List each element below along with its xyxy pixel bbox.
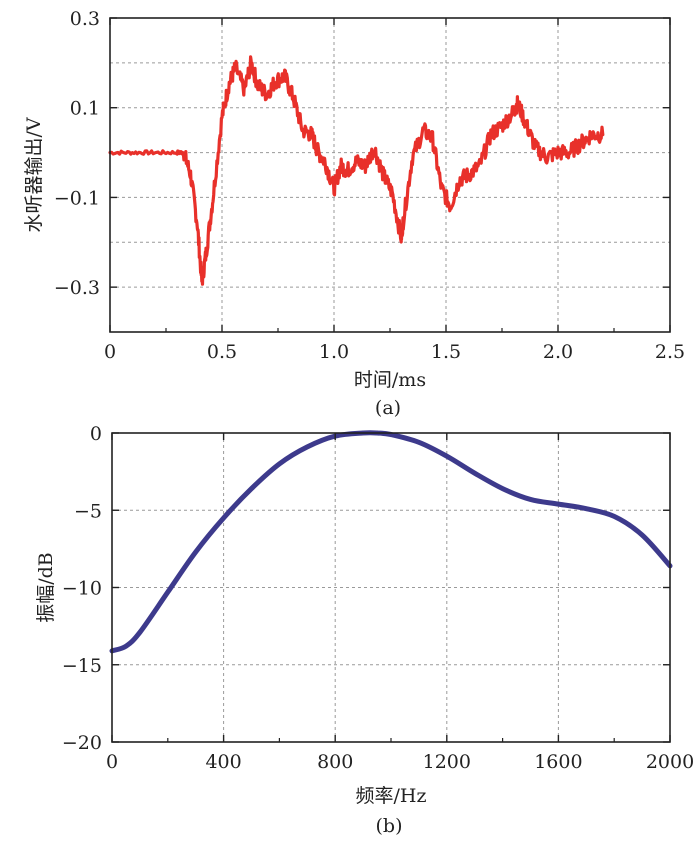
x-tick-label: 2.0 [543,341,573,363]
x-tick-label: 1200 [423,751,471,773]
series-line [109,430,673,654]
chart-b: 0 400 800 1200 1600 2000 0 −5 −10 −15 −20 频率/Hz 振幅/d… [35,423,694,837]
x-axis-title: 时间/ms [354,369,426,391]
x-tick-label: 1.0 [319,341,349,363]
y-tick-label: 0 [90,423,102,445]
y-tick-label: −15 [62,655,102,677]
figure-caption: (a) [375,397,401,419]
y-tick-label: −10 [62,578,102,600]
x-axis-title: 频率/Hz [356,785,427,807]
x-tick-label: 2000 [646,751,694,773]
x-tick-label: 1.5 [431,341,461,363]
x-tick-label: 2.5 [655,341,685,363]
y-tick-label: 0.3 [70,8,100,30]
x-tick-label: 1600 [534,751,582,773]
x-tick-label: 0 [104,341,116,363]
plot-frame [109,17,671,333]
y-tick-label: −0.3 [54,277,100,299]
y-tick-label: −5 [74,500,102,522]
y-tick-label: −0.1 [54,187,100,209]
x-tick-label: 400 [205,751,241,773]
grid [110,18,670,332]
x-tick-label: 800 [317,751,353,773]
grid [112,433,670,742]
chart-a: 0 0.5 1.0 1.5 2.0 2.5 0.3 0.1 −0.1 −0.3 时间/ms 水听器输出… [23,8,685,419]
series-line [108,55,605,286]
x-tick-label: 0 [106,751,118,773]
y-tick-label: 0.1 [70,98,100,120]
y-tick-label: −20 [62,732,102,754]
figure-caption: (b) [376,815,403,837]
y-axis-title: 振幅/dB [35,552,57,623]
y-axis-title: 水听器输出/V [23,117,45,232]
x-tick-label: 0.5 [207,341,237,363]
